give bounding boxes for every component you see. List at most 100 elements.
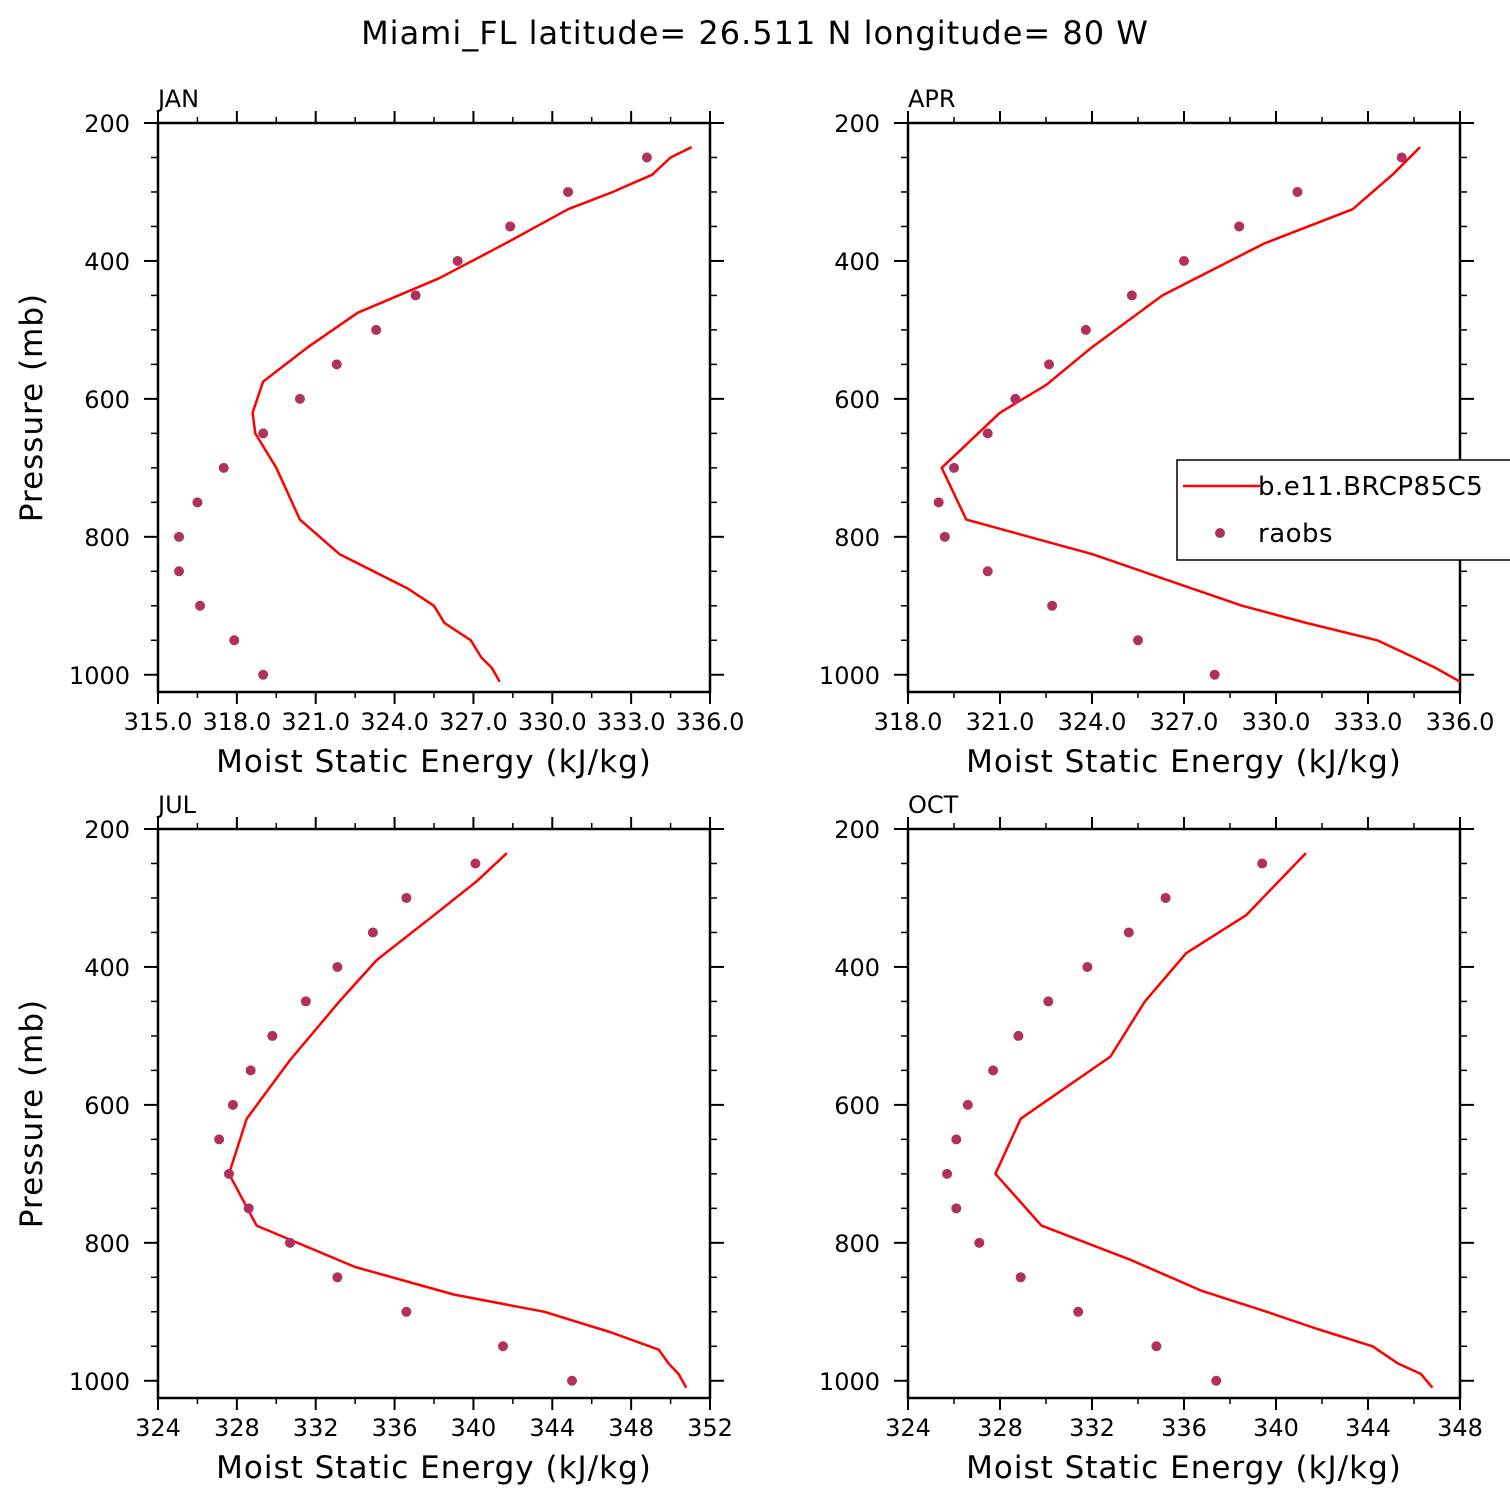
raobs-point <box>505 221 516 232</box>
raobs-point <box>267 1030 278 1041</box>
raobs-point <box>1396 152 1407 163</box>
y-tick-label: 400 <box>834 954 880 982</box>
x-tick-label: 321.0 <box>281 708 350 736</box>
figure-title: Miami_FL latitude= 26.511 N longitude= 8… <box>361 14 1149 52</box>
raobs-point <box>498 1341 508 1352</box>
raobs-point <box>410 290 421 301</box>
raobs-point <box>218 462 229 473</box>
raobs-point <box>245 1065 256 1076</box>
panel-title: JAN <box>156 85 199 113</box>
raobs-point <box>563 186 574 197</box>
legend-model-label: b.e11.BRCP85C5 <box>1258 472 1483 502</box>
y-axis-label: Pressure (mb) <box>14 293 50 522</box>
raobs-point <box>1080 324 1091 335</box>
x-tick-label: 324 <box>135 1414 181 1442</box>
raobs-point <box>1073 1306 1084 1317</box>
raobs-point <box>982 428 993 439</box>
panel-title: APR <box>908 85 956 113</box>
x-tick-label: 336 <box>372 1414 418 1442</box>
x-tick-label: 324.0 <box>1058 708 1127 736</box>
series-line-model <box>227 852 688 1389</box>
raobs-point <box>223 1168 234 1179</box>
legend-raobs-marker <box>1215 528 1225 538</box>
y-tick-label: 200 <box>84 816 130 844</box>
raobs-point <box>192 497 203 508</box>
x-tick-label: 324.0 <box>360 708 429 736</box>
raobs-point <box>1015 1272 1026 1283</box>
raobs-point <box>951 1203 962 1214</box>
raobs-point <box>962 1099 973 1110</box>
y-tick-label: 800 <box>834 1230 880 1258</box>
raobs-point <box>452 255 463 266</box>
x-tick-label: 318.0 <box>874 708 943 736</box>
legend-raobs-label: raobs <box>1258 519 1333 549</box>
y-tick-label: 400 <box>84 954 130 982</box>
raobs-point <box>1082 961 1093 972</box>
raobs-point <box>974 1237 985 1248</box>
y-tick-label: 800 <box>834 524 880 552</box>
y-tick-label: 600 <box>834 386 880 414</box>
y-tick-label: 1000 <box>69 662 130 690</box>
x-tick-label: 324 <box>885 1414 931 1442</box>
raobs-point <box>933 497 944 508</box>
x-axis-label: Moist Static Energy (kJ/kg) <box>966 744 1402 780</box>
raobs-point <box>1151 1341 1162 1352</box>
raobs-point <box>401 1306 412 1317</box>
raobs-point <box>294 393 305 404</box>
raobs-point <box>982 566 993 577</box>
panel-jul: JUL 324 328 332 336 340 344 348 352 200 400 600 800 1… <box>14 791 733 1486</box>
raobs-point <box>174 566 185 577</box>
x-tick-label: 344 <box>529 1414 575 1442</box>
series-line-model <box>251 145 693 683</box>
y-tick-label: 1000 <box>69 1368 130 1396</box>
y-tick-label: 200 <box>84 110 130 138</box>
raobs-point <box>942 1168 953 1179</box>
raobs-point <box>1234 221 1245 232</box>
x-tick-label: 348 <box>1437 1414 1483 1442</box>
raobs-point <box>332 961 343 972</box>
y-tick-label: 400 <box>84 248 130 276</box>
x-tick-label: 333.0 <box>597 708 666 736</box>
x-tick-label: 333.0 <box>1334 708 1403 736</box>
y-tick-label: 400 <box>834 248 880 276</box>
raobs-point <box>1211 1375 1222 1386</box>
raobs-point <box>1209 669 1220 680</box>
raobs-point <box>214 1134 225 1145</box>
y-tick-label: 200 <box>834 110 880 138</box>
x-tick-label: 328 <box>214 1414 260 1442</box>
x-tick-label: 321.0 <box>966 708 1035 736</box>
raobs-point <box>1013 1030 1024 1041</box>
y-tick-label: 1000 <box>819 662 880 690</box>
x-tick-label: 332 <box>293 1414 339 1442</box>
panels: JAN 315.0 318.0 321.0 324.0 327.0 330.0 333.0 33… <box>14 85 1494 1486</box>
y-tick-label: 600 <box>84 1092 130 1120</box>
x-tick-label: 332 <box>1069 1414 1115 1442</box>
raobs-point <box>229 635 240 646</box>
raobs-point <box>300 996 311 1007</box>
raobs-point <box>1047 600 1058 611</box>
raobs-point <box>243 1203 254 1214</box>
y-tick-label: 1000 <box>819 1368 880 1396</box>
raobs-point <box>641 152 652 163</box>
raobs-point <box>332 1272 343 1283</box>
x-axis-label: Moist Static Energy (kJ/kg) <box>216 1450 652 1486</box>
y-tick-label: 800 <box>84 524 130 552</box>
raobs-point <box>227 1099 238 1110</box>
legend: b.e11.BRCP85C5 raobs <box>1176 459 1510 561</box>
panel-jan: JAN 315.0 318.0 321.0 324.0 327.0 330.0 333.0 33… <box>14 85 744 780</box>
raobs-point <box>401 892 412 903</box>
x-tick-label: 336.0 <box>1426 708 1495 736</box>
raobs-point <box>174 531 185 542</box>
raobs-point <box>258 428 269 439</box>
raobs-point <box>371 324 382 335</box>
raobs-point <box>1043 996 1054 1007</box>
raobs-point <box>951 1134 962 1145</box>
raobs-point <box>1133 635 1143 646</box>
series-line-model <box>940 146 1461 683</box>
x-tick-label: 330.0 <box>1242 708 1311 736</box>
panel-title: OCT <box>908 791 959 819</box>
panel-apr: APR 318.0 321.0 324.0 327.0 330.0 333.0 336.0 20… <box>819 85 1494 780</box>
panel-title: JUL <box>156 791 197 819</box>
